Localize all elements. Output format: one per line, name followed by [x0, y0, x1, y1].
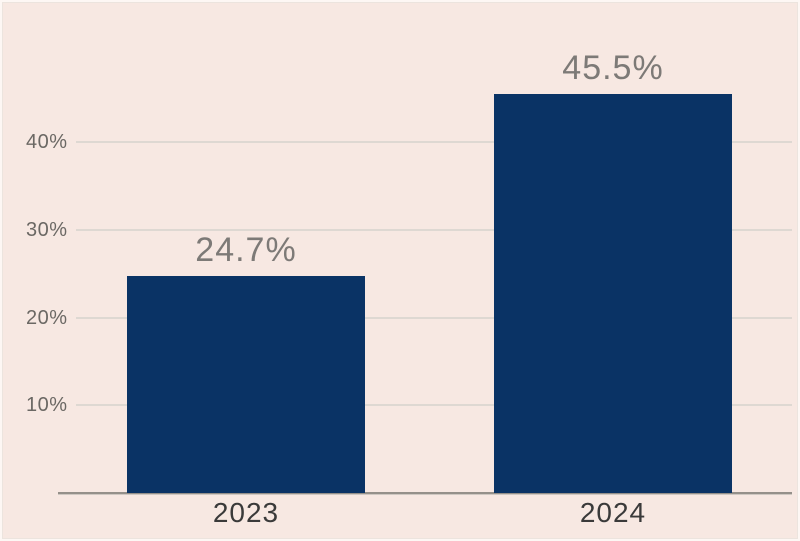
y-axis-tick-label: 30% [26, 219, 68, 241]
y-axis-tick-label: 40% [26, 131, 68, 153]
y-axis-tick-label: 20% [26, 307, 68, 329]
gridline-30 [76, 229, 792, 231]
bar-2023 [127, 276, 365, 493]
gridline-20 [76, 317, 792, 319]
bar-value-label-2024: 45.5% [562, 49, 664, 87]
bar-2024 [494, 94, 732, 493]
gridline-40 [76, 141, 792, 143]
gridline-10 [76, 404, 792, 406]
y-axis-tick-label: 10% [26, 394, 68, 416]
x-axis-category-label-2024: 2024 [579, 497, 647, 528]
x-axis-category-label-2023: 2023 [212, 497, 280, 528]
bar-value-label-2023: 24.7% [195, 231, 297, 269]
x-axis-line [58, 492, 792, 495]
